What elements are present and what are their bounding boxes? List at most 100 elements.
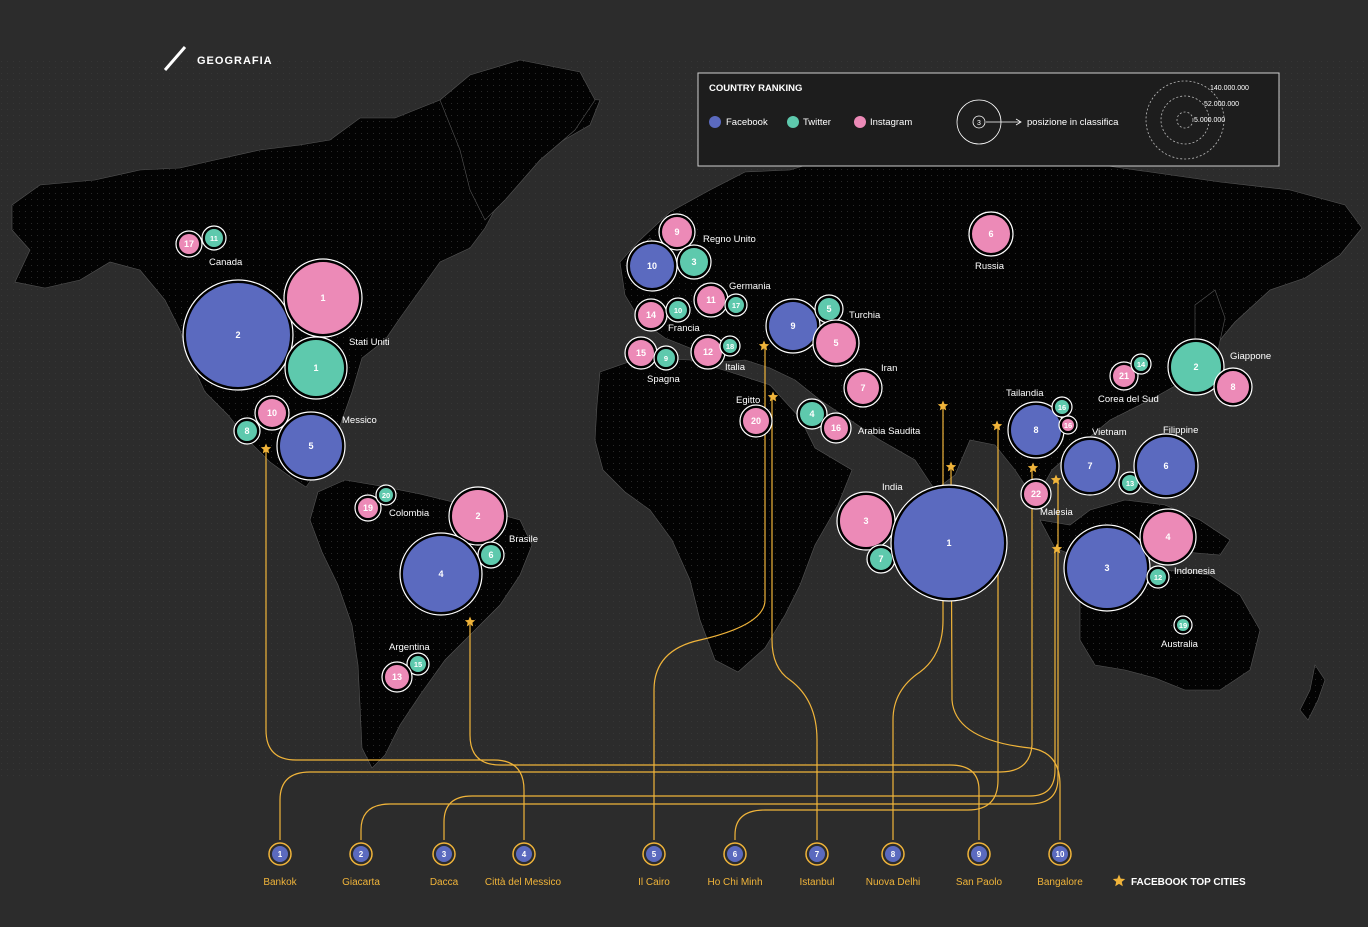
corea-del-sud-instagram-rank: 21	[1119, 371, 1129, 381]
top-city-rank: 10	[1056, 850, 1065, 859]
top-city-rank: 8	[891, 850, 896, 859]
top-city-marker-fill	[727, 846, 743, 862]
brasile-instagram-rank: 2	[475, 511, 480, 521]
francia-instagram-bubble-fill	[638, 302, 664, 328]
brasile-facebook-bubble: 4	[399, 532, 483, 616]
top-city-item: 5 Il Cairo	[638, 842, 670, 888]
city-markers	[260, 340, 1063, 627]
top-city-name: Bangalore	[1037, 877, 1083, 888]
top-city-rank: 3	[442, 850, 447, 859]
star-icon	[1112, 874, 1126, 887]
spagna-instagram-bubble: 15	[624, 336, 658, 370]
connector-city-5	[653, 346, 766, 840]
top-city-item: 7 Istanbul	[799, 842, 835, 888]
colombia-label: Colombia	[389, 508, 430, 519]
spagna-instagram-rank: 15	[636, 348, 646, 358]
colombia-instagram-rank: 19	[363, 503, 373, 513]
connector-city-1	[279, 470, 1033, 840]
messico-facebook-bubble-fill	[280, 415, 342, 477]
filippine-facebook-bubble-fill	[1137, 437, 1195, 495]
francia-instagram-bubble: 14	[634, 298, 668, 332]
germania-twitter-rank: 17	[732, 301, 740, 310]
top-city-item: 2 Giacarta	[342, 842, 380, 888]
top-city-rank: 2	[359, 850, 364, 859]
vietnam-label: Vietnam	[1092, 427, 1127, 438]
iran-instagram-rank: 7	[860, 383, 865, 393]
messico-instagram-bubble-fill	[258, 399, 286, 427]
tailandia-instagram-bubble: 16	[1058, 415, 1078, 435]
india-instagram-bubble: 3	[836, 491, 896, 551]
connector-city-7	[771, 398, 818, 840]
arabia-saudita-twitter-rank: 4	[809, 409, 814, 419]
tailandia-facebook-bubble: 8	[1007, 401, 1065, 459]
arabia-saudita-twitter-bubble: 4	[796, 398, 828, 430]
spagna-twitter-bubble-fill	[657, 349, 675, 367]
malesia-instagram-bubble: 22	[1020, 478, 1052, 510]
russia-instagram-bubble: 6	[968, 211, 1014, 257]
top-city-item: 4 Città del Messico	[485, 842, 562, 888]
rank-example-number: 3	[977, 120, 981, 127]
city-star-icon-2	[1051, 543, 1063, 554]
francia-instagram-rank: 14	[646, 310, 656, 320]
city-star-icon-10	[945, 461, 957, 472]
corea-del-sud-twitter-bubble: 14	[1130, 353, 1152, 375]
messico-instagram-bubble: 10	[254, 395, 290, 431]
facebook-swatch-icon	[709, 116, 721, 128]
vietnam-twitter-bubble-fill	[1122, 475, 1138, 491]
tailandia-twitter-rank: 16	[1058, 403, 1066, 412]
indonesia-instagram-bubble: 4	[1139, 508, 1197, 566]
twitter-swatch-icon	[787, 116, 799, 128]
australia-twitter-rank: 19	[1179, 621, 1187, 630]
canada-twitter-bubble: 11	[201, 225, 227, 251]
corea-del-sud-instagram-bubble: 21	[1109, 361, 1139, 391]
canada-instagram-bubble: 17	[175, 230, 203, 258]
connector-city-4	[265, 450, 525, 840]
russia-label: Russia	[975, 261, 1005, 272]
stati-uniti-instagram-bubble: 1	[283, 258, 363, 338]
brasile-facebook-bubble-fill	[403, 536, 479, 612]
texture-overlay	[0, 60, 1368, 780]
germania-twitter-bubble-fill	[728, 297, 744, 313]
regno-unito-instagram-bubble-fill	[662, 217, 692, 247]
top-city-item: 9 San Paolo	[956, 842, 1003, 888]
brasile-instagram-bubble-fill	[452, 490, 504, 542]
turchia-twitter-bubble-fill	[818, 298, 840, 320]
top-city-name: San Paolo	[956, 877, 1003, 888]
top-cities-title: FACEBOOK TOP CITIES	[1131, 877, 1246, 888]
iran-instagram-bubble-fill	[847, 372, 879, 404]
top-city-marker-fill	[1052, 846, 1068, 862]
italia-instagram-bubble-fill	[694, 338, 722, 366]
colombia-twitter-bubble: 20	[375, 484, 397, 506]
francia-twitter-bubble: 10	[665, 297, 691, 323]
tailandia-instagram-rank: 16	[1064, 421, 1072, 430]
malesia-label: Malesia	[1040, 507, 1073, 518]
indonesia-twitter-rank: 12	[1154, 573, 1162, 582]
arabia-saudita-twitter-bubble-fill	[800, 402, 824, 426]
filippine-facebook-bubble: 6	[1133, 433, 1199, 499]
turchia-instagram-bubble-fill	[816, 323, 856, 363]
india-label: India	[882, 482, 903, 493]
canada-twitter-bubble-fill	[205, 229, 223, 247]
egitto-instagram-bubble: 20	[739, 404, 773, 438]
egitto-instagram-bubble-fill	[743, 408, 769, 434]
regno-unito-facebook-rank: 10	[647, 261, 657, 271]
indonesia-label: Indonesia	[1174, 566, 1216, 577]
size-scale-medium-label: 52.000.000	[1204, 101, 1239, 108]
top-city-marker-fill	[971, 846, 987, 862]
top-city-marker-fill	[436, 846, 452, 862]
francia-twitter-rank: 10	[674, 306, 682, 315]
germania-twitter-bubble: 17	[724, 293, 748, 317]
russia-instagram-rank: 6	[988, 229, 993, 239]
city-star-icon-5	[758, 340, 770, 351]
giappone-instagram-rank: 8	[1230, 382, 1235, 392]
top-city-marker-fill	[353, 846, 369, 862]
india-facebook-bubble: 1	[890, 484, 1008, 602]
regno-unito-instagram-rank: 9	[674, 227, 679, 237]
colombia-twitter-rank: 20	[382, 491, 390, 500]
corea-del-sud-twitter-bubble-fill	[1134, 357, 1148, 371]
italia-twitter-rank: 18	[726, 342, 734, 351]
brasile-facebook-rank: 4	[438, 569, 443, 579]
indonesia-twitter-bubble: 12	[1146, 565, 1170, 589]
turchia-instagram-bubble: 5	[812, 319, 860, 367]
stati-uniti-instagram-rank: 1	[320, 293, 325, 303]
